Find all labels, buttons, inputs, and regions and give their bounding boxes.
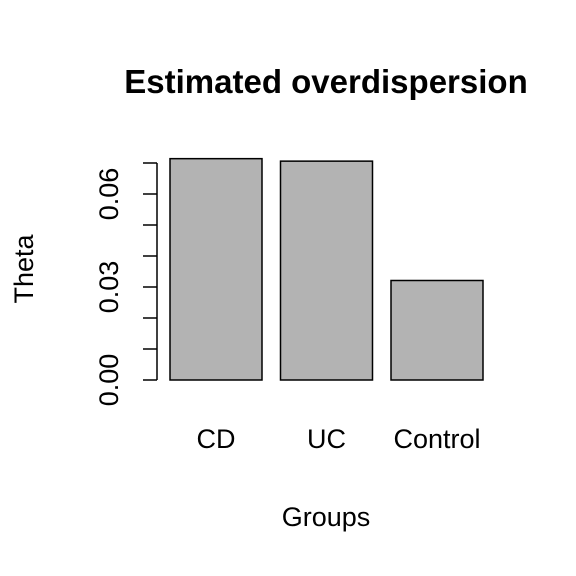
category-label: Control — [393, 424, 480, 454]
bars — [169, 157, 484, 381]
bar-uc — [279, 160, 374, 381]
category-labels: CD UC Control — [197, 424, 481, 454]
x-axis-title: Groups — [282, 502, 371, 532]
category-label: UC — [307, 424, 346, 454]
bar-control — [390, 279, 484, 381]
chart-title: Estimated overdispersion — [124, 63, 527, 100]
y-tick-label: 0.03 — [94, 261, 124, 314]
category-label: CD — [197, 424, 236, 454]
y-axis-title: Theta — [9, 233, 39, 303]
y-axis: 0.00 0.03 0.06 — [94, 162, 158, 407]
y-tick-label: 0.00 — [94, 354, 124, 407]
y-tick-label: 0.06 — [94, 168, 124, 221]
bar-cd — [169, 157, 263, 381]
